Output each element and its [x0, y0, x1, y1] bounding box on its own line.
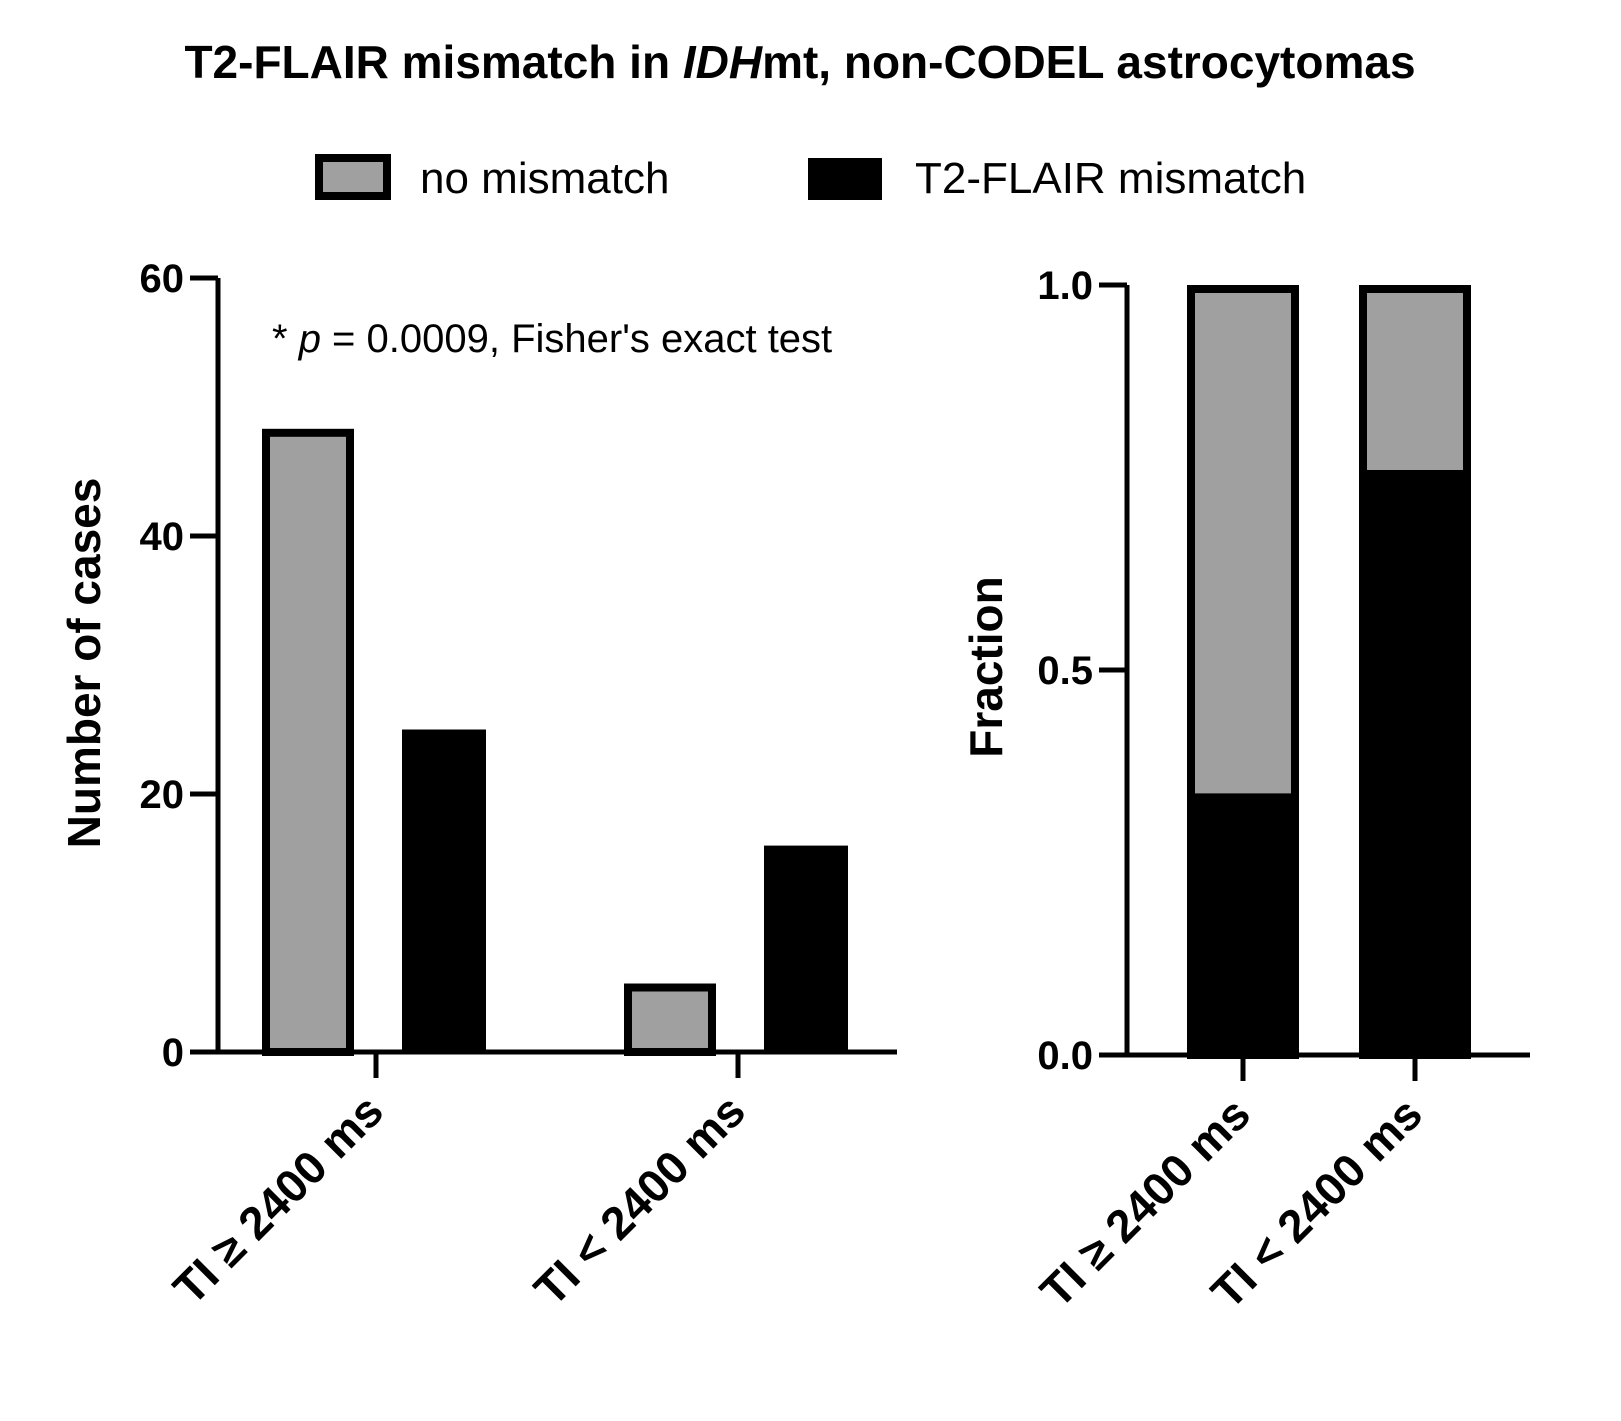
right-y-tick-label: 1.0	[1037, 264, 1093, 308]
stacked-bar-mismatch-0	[1187, 793, 1299, 1055]
left-y-axis-title: Number of cases	[58, 478, 110, 849]
right-y-tick-label: 0.5	[1037, 649, 1093, 693]
legend-label-mismatch: T2-FLAIR mismatch	[915, 154, 1306, 203]
legend-swatch-no-mismatch	[315, 154, 391, 200]
chart-title-suffix: mt, non-CODEL astrocytomas	[762, 36, 1415, 88]
left-y-tick-label: 20	[140, 773, 185, 817]
p-value-text: = 0.0009, Fisher's exact test	[321, 317, 832, 361]
legend-label-no-mismatch: no mismatch	[420, 154, 669, 203]
left-y-tick-label: 60	[140, 257, 185, 301]
stacked-bar-no-mismatch-1	[1359, 285, 1471, 470]
p-value-symbol: p	[298, 317, 321, 361]
p-value-star: *	[272, 317, 299, 361]
chart-title-prefix: T2-FLAIR mismatch in	[184, 36, 682, 88]
bar-mismatch-1	[764, 845, 848, 1052]
right-y-axis-title: Fraction	[960, 576, 1012, 757]
bar-no-mismatch-1	[624, 983, 716, 1056]
legend-swatch-mismatch	[808, 158, 882, 200]
chart-title: T2-FLAIR mismatch in IDHmt, non-CODEL as…	[184, 36, 1415, 88]
left-chart: Number of cases * p = 0.0009, Fisher's e…	[58, 257, 897, 1315]
left-y-tick-label: 40	[140, 515, 185, 559]
left-x-tick-label: TI < 2400 ms	[524, 1084, 755, 1315]
chart-title-italic: IDH	[683, 36, 763, 88]
legend: no mismatch T2-FLAIR mismatch	[315, 154, 1306, 203]
bar-mismatch-0	[402, 729, 486, 1052]
bar-no-mismatch-0	[262, 428, 354, 1056]
stacked-bar-mismatch-1	[1359, 469, 1471, 1055]
p-value-annotation: * p = 0.0009, Fisher's exact test	[272, 317, 832, 361]
stacked-bar-no-mismatch-0	[1187, 285, 1299, 794]
left-y-tick-label: 0	[162, 1031, 184, 1075]
right-y-tick-label: 0.0	[1037, 1034, 1093, 1078]
left-x-tick-label: TI ≥ 2400 ms	[163, 1084, 393, 1314]
